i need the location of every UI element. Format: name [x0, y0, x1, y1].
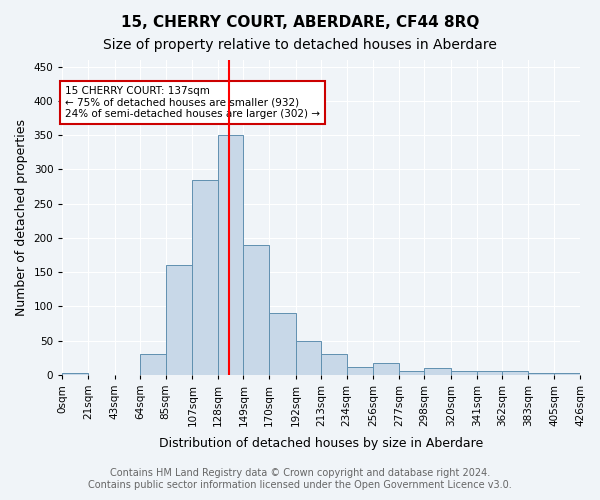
- Bar: [166, 266, 193, 374]
- Bar: [451, 372, 477, 374]
- Bar: [399, 370, 424, 374]
- Bar: [218, 136, 244, 374]
- Bar: [193, 180, 218, 374]
- Text: 15 CHERRY COURT: 137sqm
← 75% of detached houses are smaller (932)
24% of semi-d: 15 CHERRY COURT: 137sqm ← 75% of detache…: [65, 86, 320, 119]
- Y-axis label: Number of detached properties: Number of detached properties: [15, 119, 28, 316]
- Bar: [269, 313, 296, 374]
- Bar: [347, 366, 373, 374]
- Bar: [502, 372, 528, 374]
- Bar: [244, 244, 269, 374]
- Text: Size of property relative to detached houses in Aberdare: Size of property relative to detached ho…: [103, 38, 497, 52]
- X-axis label: Distribution of detached houses by size in Aberdare: Distribution of detached houses by size …: [159, 437, 483, 450]
- Bar: [373, 363, 399, 374]
- Bar: [296, 340, 321, 374]
- Text: Contains HM Land Registry data © Crown copyright and database right 2024.
Contai: Contains HM Land Registry data © Crown c…: [88, 468, 512, 490]
- Text: 15, CHERRY COURT, ABERDARE, CF44 8RQ: 15, CHERRY COURT, ABERDARE, CF44 8RQ: [121, 15, 479, 30]
- Bar: [477, 370, 502, 374]
- Bar: [424, 368, 451, 374]
- Bar: [140, 354, 166, 374]
- Bar: [62, 372, 88, 374]
- Bar: [321, 354, 347, 374]
